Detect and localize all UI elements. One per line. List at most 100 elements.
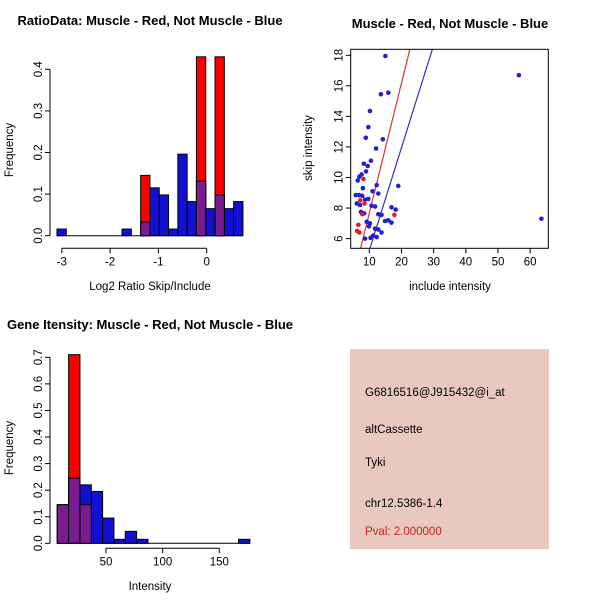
histogram-bar <box>90 490 104 544</box>
x-tick-label: 0 <box>203 256 209 268</box>
data-point <box>374 182 379 188</box>
histogram-bar <box>149 187 160 237</box>
x-tick-label: 150 <box>210 556 229 568</box>
gene-histogram-title: Gene Itensity: Muscle - Red, Not Muscle … <box>6 317 294 332</box>
gene-histogram-plot: 0.0 0.1 0.2 0.3 0.4 0.5 0.6 0.7 50 100 150 <box>33 349 251 568</box>
data-point <box>360 185 366 191</box>
gene-info-box: G6816516@J915432@i_at altCassette Tyki c… <box>350 349 549 549</box>
probe-id-text: G6816516@J915432@i_at <box>365 387 505 399</box>
histogram-bar <box>124 530 138 544</box>
data-point <box>516 72 522 78</box>
plot-frame <box>350 48 549 249</box>
data-point <box>376 227 381 232</box>
data-point <box>368 158 374 163</box>
data-point <box>362 236 368 241</box>
data-point <box>363 135 369 141</box>
data-point <box>379 230 384 235</box>
data-point <box>357 230 362 235</box>
not-muscle-fit-line <box>369 49 433 249</box>
histogram-bar <box>195 180 207 237</box>
data-point <box>362 201 367 206</box>
y-tick-label: 0.2 <box>33 145 45 161</box>
y-tick-label: 0.3 <box>33 103 45 119</box>
gene-histogram-panel: 0.0 0.1 0.2 0.3 0.4 0.5 0.6 0.7 50 100 150 Gene It… <box>0 300 300 600</box>
y-tick-label: 0.0 <box>33 535 45 551</box>
histogram-bar <box>158 194 170 237</box>
histogram-bar <box>113 538 126 544</box>
data-point <box>376 191 381 196</box>
y-tick-label: 0.4 <box>33 428 45 445</box>
data-point <box>362 197 368 202</box>
histogram-bar <box>233 201 244 237</box>
locus-text: chr12.5386-1.4 <box>365 498 443 510</box>
data-point <box>370 188 375 194</box>
y-tick-label: 0.2 <box>33 482 45 498</box>
x-tick-label: 50 <box>492 256 505 268</box>
histogram-bar <box>56 228 67 237</box>
scatter-panel: 10 20 30 40 50 60 6 8 10 12 14 16 18 Muscle - Red, N… <box>300 0 600 300</box>
histogram-bar <box>168 228 179 237</box>
data-point <box>367 108 373 114</box>
data-point <box>357 174 362 180</box>
gene-y-axis-label: Frequency <box>4 420 16 476</box>
x-tick-label: 10 <box>363 256 376 268</box>
histogram-bar <box>136 538 149 544</box>
x-tick-label: 40 <box>459 256 472 268</box>
data-point <box>361 176 366 182</box>
x-tick-label: 30 <box>427 256 440 268</box>
data-point <box>378 91 384 97</box>
y-tick-label: 0.5 <box>33 402 45 418</box>
scatter-plot: 10 20 30 40 50 60 6 8 10 12 14 16 18 <box>334 48 549 268</box>
histogram-bar <box>56 504 70 544</box>
data-point <box>389 220 394 225</box>
data-point <box>356 222 361 228</box>
x-tick-label: 20 <box>395 256 408 268</box>
x-tick-label: 100 <box>153 556 172 568</box>
data-point <box>389 204 394 210</box>
data-point <box>366 124 371 130</box>
histogram-bar <box>214 194 225 237</box>
histogram-bar <box>121 228 132 237</box>
histogram-bar <box>238 538 251 544</box>
histogram-bar <box>223 208 235 237</box>
ratio-histogram-panel: 0.0 0.1 0.2 0.3 0.4 -3 -2 -1 0 RatioData: Muscle… <box>0 0 300 300</box>
data-point <box>369 203 374 209</box>
x-tick-label: 60 <box>524 256 537 268</box>
y-tick-label: 12 <box>334 141 346 154</box>
x-tick-label: -1 <box>153 256 163 268</box>
y-tick-label: 10 <box>334 171 346 184</box>
muscle-points <box>354 176 397 235</box>
data-point <box>382 218 388 224</box>
data-point <box>374 234 379 240</box>
data-point <box>361 161 367 167</box>
data-point <box>355 178 361 183</box>
data-point <box>385 90 391 95</box>
y-tick-label: 18 <box>334 49 346 62</box>
pval-text: Pval: 2.000000 <box>365 526 442 538</box>
ratio-histogram-plot: 0.0 0.1 0.2 0.3 0.4 -3 -2 -1 0 <box>33 56 244 268</box>
x-tick-label: -2 <box>105 256 115 268</box>
histogram-bar <box>186 201 197 237</box>
histogram-bar <box>140 221 151 237</box>
x-tick-label: -3 <box>57 256 67 268</box>
y-tick-label: 0.4 <box>33 61 45 78</box>
y-tick-label: 0.7 <box>33 349 45 365</box>
data-point <box>353 192 359 198</box>
ratio-histogram-title: RatioData: Muscle - Red, Not Muscle - Bl… <box>17 13 283 28</box>
data-point <box>359 193 365 199</box>
histogram-bar <box>68 477 81 544</box>
data-point <box>379 212 384 218</box>
histogram-bar <box>102 517 115 544</box>
data-point <box>357 202 363 208</box>
y-tick-label: 0.1 <box>33 186 45 202</box>
y-tick-label: 0.6 <box>33 376 45 392</box>
data-point <box>383 53 388 59</box>
y-tick-label: 8 <box>334 205 346 211</box>
y-tick-label: 0.1 <box>33 509 45 525</box>
data-point <box>395 183 401 189</box>
data-point <box>365 163 370 169</box>
data-point <box>392 212 397 218</box>
x-tick-label: 50 <box>100 556 113 568</box>
y-tick-label: 16 <box>334 79 346 92</box>
